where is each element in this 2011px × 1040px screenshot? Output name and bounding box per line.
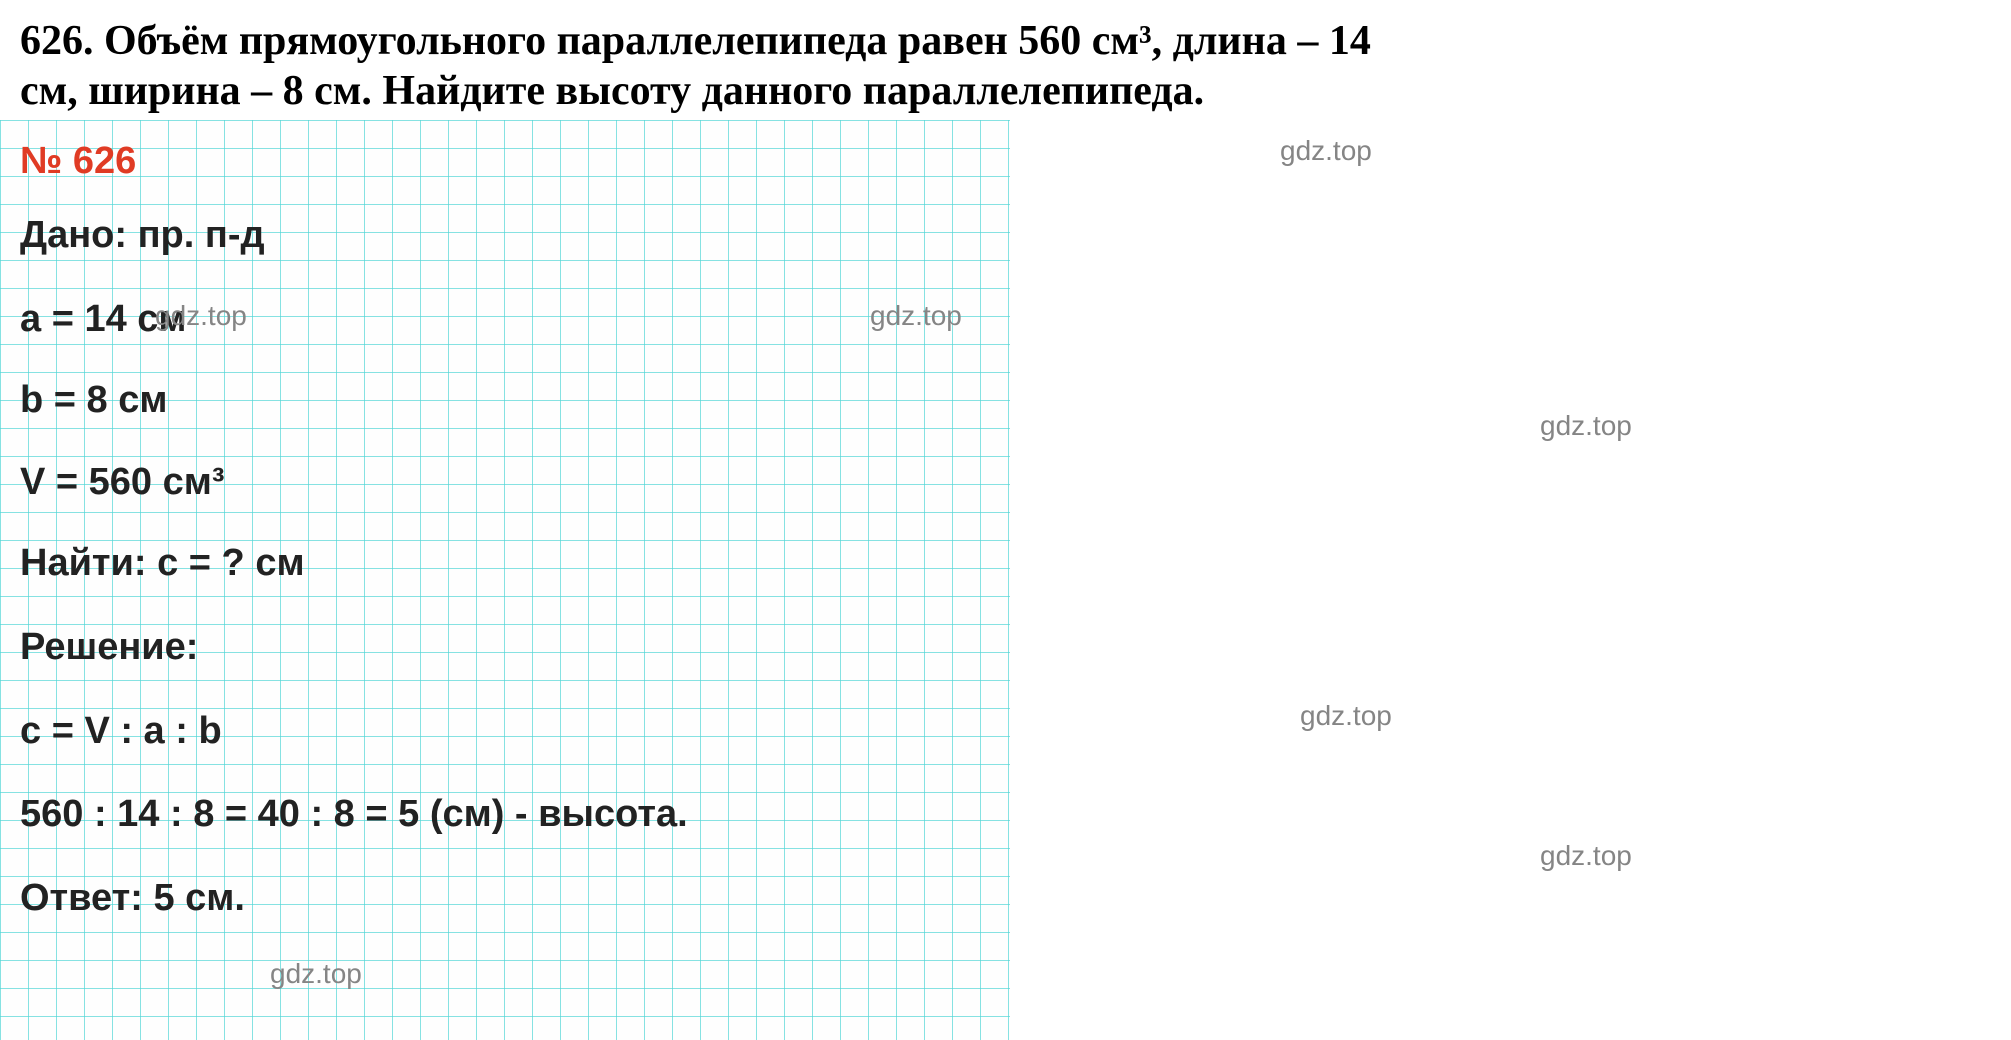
solution-line-find: Найти: c = ? см: [20, 541, 1000, 587]
watermark: gdz.top: [1540, 840, 1632, 872]
solution-line-formula: c = V : a : b: [20, 709, 1000, 755]
problem-number: 626.: [20, 18, 94, 64]
problem-text-line2: см, ширина – 8 см. Найдите высоту данног…: [20, 68, 1204, 114]
solution-line-given: Дано: пр. п-д: [20, 213, 1000, 259]
problem-statement: 626. Объём прямоугольного параллелепипед…: [20, 16, 1991, 117]
solution-line-reshenie: Решение:: [20, 625, 1000, 671]
watermark: gdz.top: [155, 300, 247, 332]
solution-heading: № 626: [20, 140, 1000, 183]
watermark: gdz.top: [270, 958, 362, 990]
solution-line-v: V = 560 см³: [20, 460, 1000, 506]
solution-line-b: b = 8 см: [20, 378, 1000, 424]
watermark: gdz.top: [1280, 135, 1372, 167]
solution-line-calc: 560 : 14 : 8 = 40 : 8 = 5 (см) - высота.: [20, 792, 1000, 838]
watermark: gdz.top: [1540, 410, 1632, 442]
watermark: gdz.top: [870, 300, 962, 332]
watermark: gdz.top: [1300, 700, 1392, 732]
solution-block: № 626 Дано: пр. п-д a = 14 см b = 8 см V…: [20, 140, 1000, 921]
problem-text-line1: Объём прямоугольного параллелепипеда рав…: [104, 18, 1371, 64]
solution-line-answer: Ответ: 5 см.: [20, 876, 1000, 922]
